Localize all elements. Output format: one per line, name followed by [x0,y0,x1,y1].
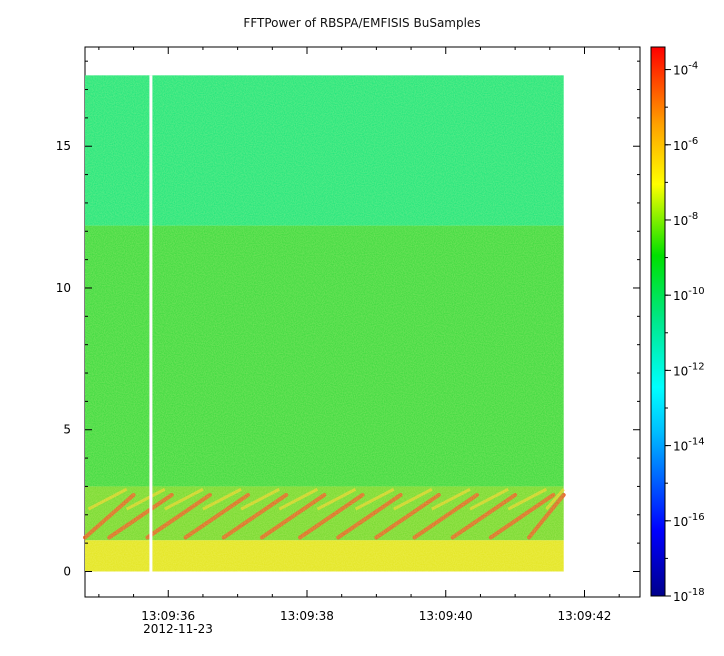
colorbar-tick-label: 10-12 [673,361,705,378]
y-tick-label: 5 [63,423,71,437]
colorbar-tick-label: 10-18 [673,587,705,604]
x-date-label: 2012-11-23 [143,622,213,636]
x-tick-label: 13:09:38 [280,609,334,623]
colorbar-tick-label: 10-10 [673,286,705,303]
gap-line [149,75,153,572]
noise-overlay [85,75,564,572]
chart-title: FFTPower of RBSPA/EMFISIS BuSamples [243,16,481,30]
colorbar-tick-label: 10-4 [673,61,698,78]
y-axis: 0 5 10 15 [56,60,640,578]
y-tick-label: 10 [56,281,71,295]
colorbar-tick-label: 10-6 [673,136,698,153]
colorbar [650,46,666,597]
y-tick-label: 0 [63,564,71,578]
colorbar-tick-label: 10-14 [673,437,705,454]
x-tick-label: 13:09:42 [558,609,612,623]
colorbar-ticks: 10-4 10-6 10-8 10-10 10-12 10-14 10-16 10-18 [665,61,705,604]
x-tick-label: 13:09:36 [141,609,195,623]
speckle-noise [85,75,564,572]
x-axis: 13:09:36 13:09:38 13:09:40 13:09:42 [98,47,620,623]
data-gap [149,75,153,572]
colorbar-tick-label: 10-16 [673,512,705,529]
colorbar-tick-label: 10-8 [673,211,698,228]
y-tick-label: 15 [56,139,71,153]
x-tick-label: 13:09:40 [419,609,473,623]
